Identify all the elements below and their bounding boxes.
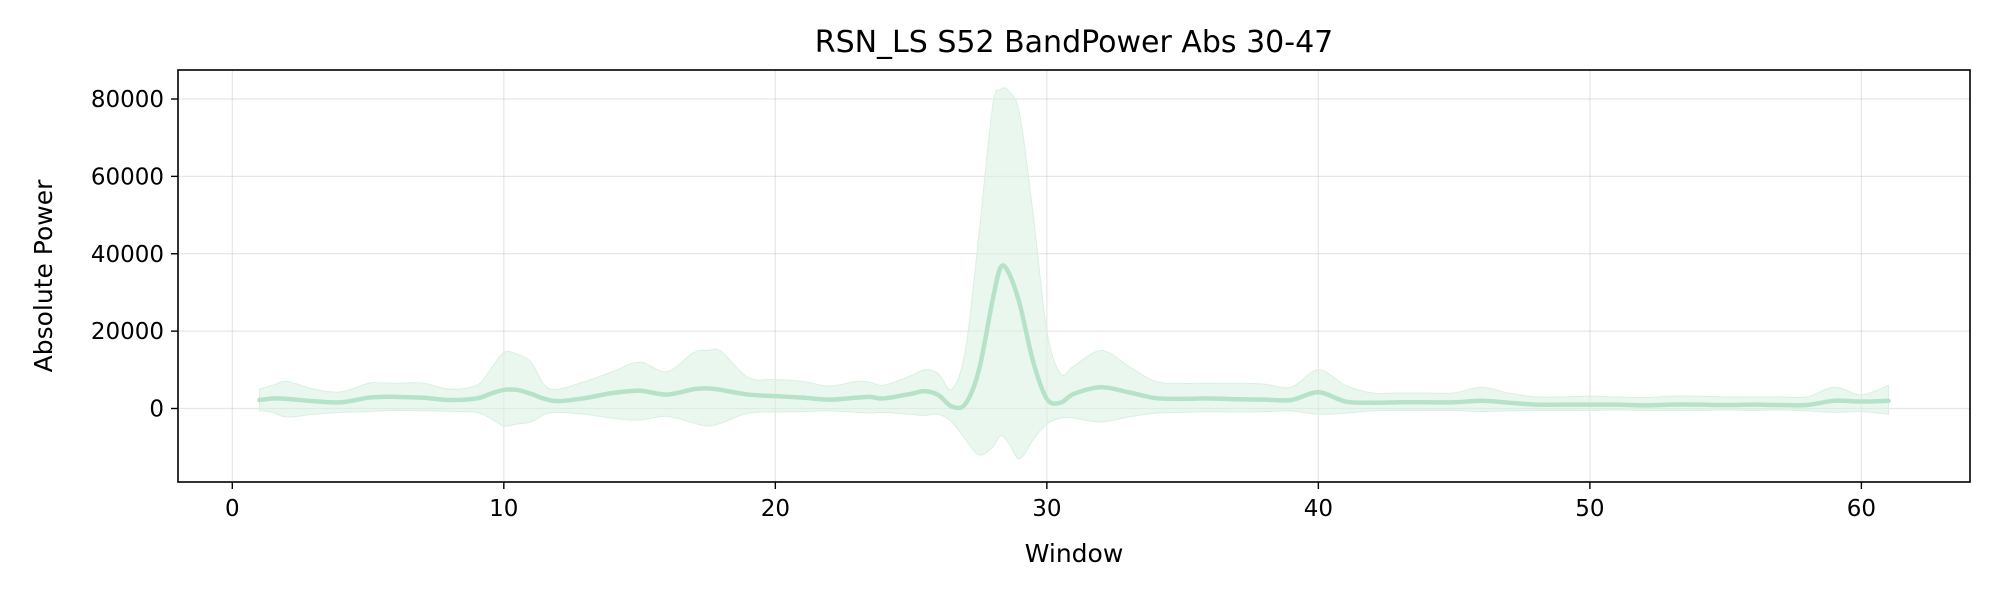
y-tick-label: 80000 [91, 87, 164, 113]
plot-area-frame [177, 69, 1971, 483]
x-tick-label: 10 [489, 496, 518, 522]
x-tick-label: 20 [761, 496, 790, 522]
x-tick-label: 40 [1304, 496, 1333, 522]
x-tick-label: 50 [1575, 496, 1604, 522]
x-tick-label: 30 [1032, 496, 1061, 522]
mean-line-layer [257, 263, 1891, 411]
x-tick-label: 0 [225, 496, 240, 522]
x-tick-label: 60 [1847, 496, 1876, 522]
confidence-band [258, 87, 1890, 460]
confidence-band-layer [258, 87, 1890, 460]
x-axis-label: Window [1025, 539, 1124, 568]
y-tick-label: 60000 [91, 164, 164, 190]
y-tick-label: 0 [149, 396, 164, 422]
y-tick-label: 20000 [91, 319, 164, 345]
y-tick-label: 40000 [91, 242, 164, 268]
axis-ticks: 0 10 20 30 40 50 60 0 20000 40000 60000 80000 [91, 87, 1876, 522]
mean-series-line [257, 263, 1891, 411]
y-axis-label: Absolute Power [29, 179, 58, 373]
chart-title: RSN_LS S52 BandPower Abs 30-47 [815, 25, 1334, 60]
